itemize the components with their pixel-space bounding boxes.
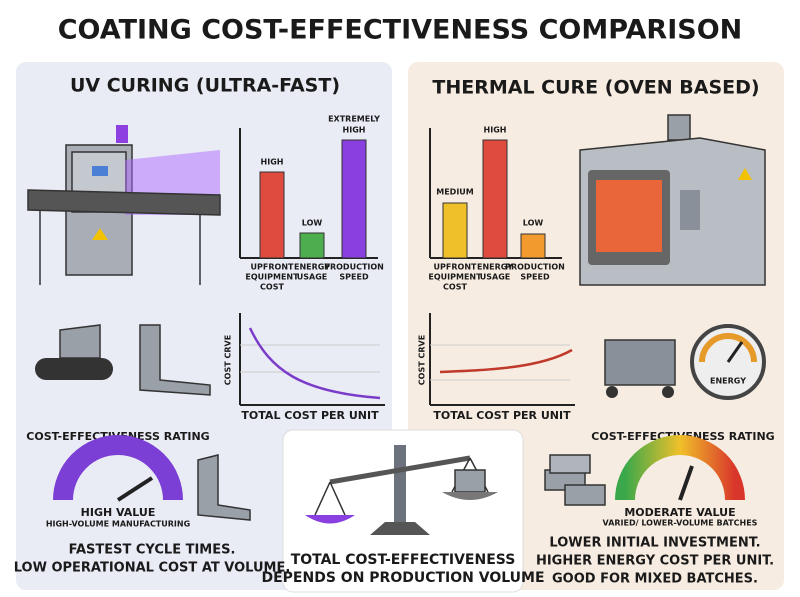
energy-needle bbox=[726, 341, 744, 363]
string bbox=[329, 481, 346, 516]
summary-line: LOWER INITIAL INVESTMENT. bbox=[549, 536, 760, 551]
uv-icons bbox=[35, 324, 211, 396]
energy-gauge-arc bbox=[699, 333, 757, 363]
block bbox=[564, 484, 606, 506]
summary-line: HIGHER ENERGY COST PER UNIT. bbox=[536, 554, 774, 569]
bar bbox=[482, 139, 508, 259]
rating-note: HIGH-VOLUME MANUFACTURING bbox=[46, 520, 190, 529]
category-label: UPFRONT bbox=[251, 263, 294, 272]
rating-value: HIGH VALUE bbox=[81, 506, 156, 519]
uv-lamp bbox=[116, 125, 128, 143]
gauge-needle bbox=[116, 476, 154, 502]
bar bbox=[259, 171, 285, 259]
category-label: ENERGY bbox=[294, 263, 330, 272]
category-label: USAGE bbox=[480, 273, 510, 282]
wheel bbox=[662, 386, 674, 398]
bar-label: LOW bbox=[302, 219, 323, 228]
wheel bbox=[606, 386, 618, 398]
gauge-arc bbox=[615, 435, 745, 501]
rating-note: VARIED/ LOWER-VOLUME BATCHES bbox=[603, 519, 758, 528]
x-axis-label: TOTAL COST PER UNIT bbox=[433, 409, 571, 422]
thermal-cost-curve: COST CRVE TOTAL COST PER UNIT bbox=[418, 313, 575, 422]
curve bbox=[248, 327, 381, 400]
x-axis-label: TOTAL COST PER UNIT bbox=[241, 409, 379, 422]
bar bbox=[341, 139, 367, 259]
category-label: USAGE bbox=[297, 273, 327, 282]
left-pan bbox=[305, 515, 355, 524]
bar-label: MEDIUM bbox=[436, 188, 474, 197]
category-label: SPEED bbox=[339, 273, 369, 282]
chimney bbox=[667, 114, 691, 141]
category-label: ENERGY bbox=[477, 263, 513, 272]
block bbox=[549, 454, 591, 474]
summary-line: FASTEST CYCLE TIMES. bbox=[69, 543, 236, 558]
bar-label: HIGH bbox=[484, 126, 507, 135]
gauge-arc bbox=[53, 435, 183, 501]
warning-sign bbox=[92, 228, 108, 240]
part-icon bbox=[59, 324, 101, 359]
category-label: COST bbox=[443, 283, 467, 292]
uv-machine-illustration bbox=[27, 125, 221, 285]
bar bbox=[299, 232, 325, 259]
control-panel bbox=[680, 190, 700, 230]
bracket-icon bbox=[139, 324, 211, 396]
rating-value: MODERATE VALUE bbox=[624, 506, 735, 519]
scale-base bbox=[370, 522, 430, 535]
oven-window bbox=[596, 180, 662, 252]
bar-label: HIGH bbox=[343, 126, 366, 135]
blocks-icon bbox=[544, 454, 606, 506]
scale-beam bbox=[329, 455, 471, 485]
cart-icon bbox=[604, 339, 676, 386]
summary-line: LOW OPERATIONAL COST AT VOLUME. bbox=[14, 561, 291, 576]
center-text: TOTAL COST-EFFECTIVENESS bbox=[291, 552, 516, 568]
uv-bar-chart: HIGH LOW EXTREMELY HIGH UPFRONT EQUIPMEN… bbox=[239, 115, 384, 292]
curve bbox=[439, 348, 573, 374]
uv-heading: UV CURING (ULTRA-FAST) bbox=[70, 75, 340, 97]
category-label: PRODUCTION bbox=[324, 263, 384, 272]
category-label: EQUIPMENT bbox=[428, 273, 482, 282]
summary-line: GOOD FOR MIXED BATCHES. bbox=[552, 572, 758, 587]
bar-label: LOW bbox=[523, 219, 544, 228]
page-title: COATING COST-EFFECTIVENESS COMPARISON bbox=[58, 15, 743, 46]
category-label: SPEED bbox=[520, 273, 550, 282]
category-label: UPFRONT bbox=[434, 263, 477, 272]
oven-illustration bbox=[579, 114, 766, 286]
category-label: PRODUCTION bbox=[505, 263, 565, 272]
scale-post bbox=[394, 445, 406, 525]
thermal-heading: THERMAL CURE (OVEN BASED) bbox=[432, 77, 759, 99]
y-axis-label: COST CRVE bbox=[418, 335, 427, 385]
bar-label: EXTREMELY bbox=[328, 115, 380, 124]
right-pan bbox=[442, 492, 498, 500]
bar bbox=[442, 202, 468, 259]
warning-sign bbox=[738, 168, 752, 180]
bar bbox=[520, 233, 546, 259]
conveyor-icon bbox=[35, 358, 113, 380]
machine-screen bbox=[92, 166, 108, 176]
weight bbox=[454, 469, 486, 493]
conveyor bbox=[27, 189, 221, 216]
bar-label: HIGH bbox=[261, 158, 284, 167]
center-text: DEPENDS ON PRODUCTION VOLUME bbox=[261, 570, 544, 586]
string bbox=[314, 481, 331, 516]
uv-cost-curve: COST CRVE TOTAL COST PER UNIT bbox=[224, 313, 385, 422]
thermal-icons: ENERGY bbox=[604, 324, 766, 400]
balance-scale bbox=[305, 445, 498, 535]
category-label: COST bbox=[260, 283, 284, 292]
gauge-label: ENERGY bbox=[710, 377, 746, 386]
bracket-icon bbox=[197, 454, 251, 521]
gauge-needle bbox=[678, 465, 694, 501]
y-axis-label: COST CRVE bbox=[224, 335, 233, 385]
category-label: EQUIPMENT bbox=[245, 273, 299, 282]
thermal-bar-chart: MEDIUM HIGH LOW UPFRONT EQUIPMENT COST E… bbox=[428, 126, 564, 292]
